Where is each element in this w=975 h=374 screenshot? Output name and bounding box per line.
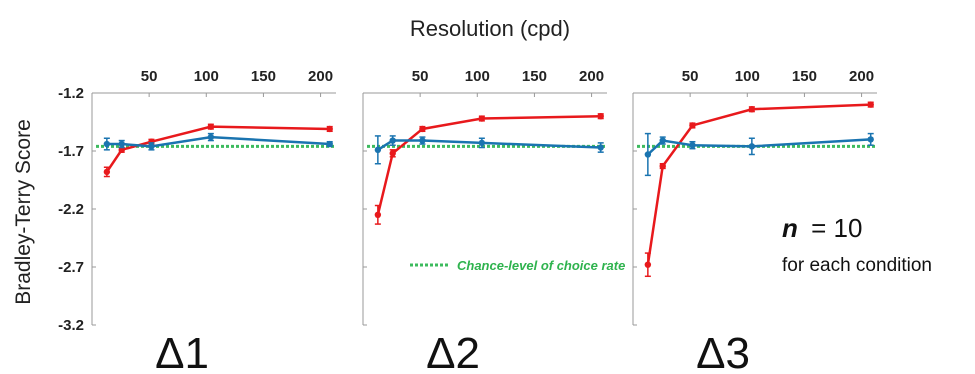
y-tick-label: -1.2 [58, 85, 84, 102]
blue-data-point [419, 137, 426, 144]
red-data-point [374, 211, 382, 218]
red-data-point [597, 113, 604, 120]
x-tick-label: 100 [194, 68, 219, 85]
red-data-point [478, 115, 486, 122]
panel-1-label: Δ1 [155, 329, 209, 374]
n-value: = 10 [811, 213, 862, 243]
blue-data-point [118, 140, 125, 148]
n-symbol: n [782, 213, 798, 243]
x-tick-label: 50 [412, 68, 429, 85]
x-tick-label: 50 [141, 68, 158, 85]
blue-data-point [659, 137, 666, 144]
x-tick-label: 200 [308, 68, 333, 85]
x-tick-label: 200 [849, 68, 874, 85]
y-tick-label: -2.2 [58, 201, 84, 218]
red-data-point [659, 162, 666, 170]
x-tick-label: 200 [579, 68, 604, 85]
x-tick-label: 100 [735, 68, 760, 85]
red-data-point [419, 125, 426, 133]
x-tick-label: 150 [792, 68, 817, 85]
blue-data-point [326, 140, 333, 148]
red-data-point [389, 150, 396, 157]
blue-data-point [374, 146, 382, 154]
blue-data-point [644, 151, 652, 158]
blue-data-point [207, 133, 215, 141]
blue-data-point [597, 144, 604, 151]
sample-size-annotation: n = 10 for each condition [782, 213, 932, 276]
panel-2: 50 100 150 200 Δ2 [362, 68, 607, 374]
red-series-line [105, 125, 330, 173]
blue-data-point [689, 142, 696, 149]
red-data-point [207, 123, 215, 130]
x-tick-label: 100 [465, 68, 490, 85]
x-tick-label: 50 [682, 68, 699, 85]
blue-data-point [478, 139, 486, 147]
y-tick-label: -1.7 [58, 143, 84, 160]
legend-label: Chance-level of choice rate [457, 258, 625, 273]
red-data-point [867, 101, 874, 108]
red-data-point [748, 106, 756, 113]
blue-data-point [389, 137, 396, 144]
red-data-point [644, 261, 652, 268]
y-axis-label: Bradley-Terry Score [12, 119, 35, 305]
panel-1: 50 100 150 200 -1.2 -1.7 -2.2 -2.7 -3.2 Δ1 [58, 68, 336, 374]
red-series-line [376, 114, 601, 216]
n-subtitle: for each condition [782, 255, 932, 276]
chart-title: Resolution (cpd) [410, 16, 570, 41]
legend: Chance-level of choice rate [410, 258, 625, 273]
red-data-point [103, 168, 111, 176]
y-tick-label: -2.7 [58, 259, 84, 276]
blue-data-point [148, 143, 155, 150]
blue-data-point [748, 143, 756, 150]
blue-data-point [867, 136, 874, 143]
panels-layer: 50 100 150 200 -1.2 -1.7 -2.2 -2.7 -3.2 Δ1 50 100 15… [58, 68, 877, 374]
blue-data-point [103, 140, 111, 148]
red-data-point [326, 125, 333, 133]
y-tick-label: -3.2 [58, 317, 84, 334]
red-data-point [689, 122, 696, 129]
panel-2-label: Δ2 [426, 329, 480, 374]
panel-3-label: Δ3 [696, 329, 750, 374]
x-tick-label: 150 [522, 68, 547, 85]
x-tick-label: 150 [251, 68, 276, 85]
n-annotation: n = 10 [782, 213, 862, 243]
panel-3: 50 100 150 200 Δ3 [632, 68, 877, 374]
